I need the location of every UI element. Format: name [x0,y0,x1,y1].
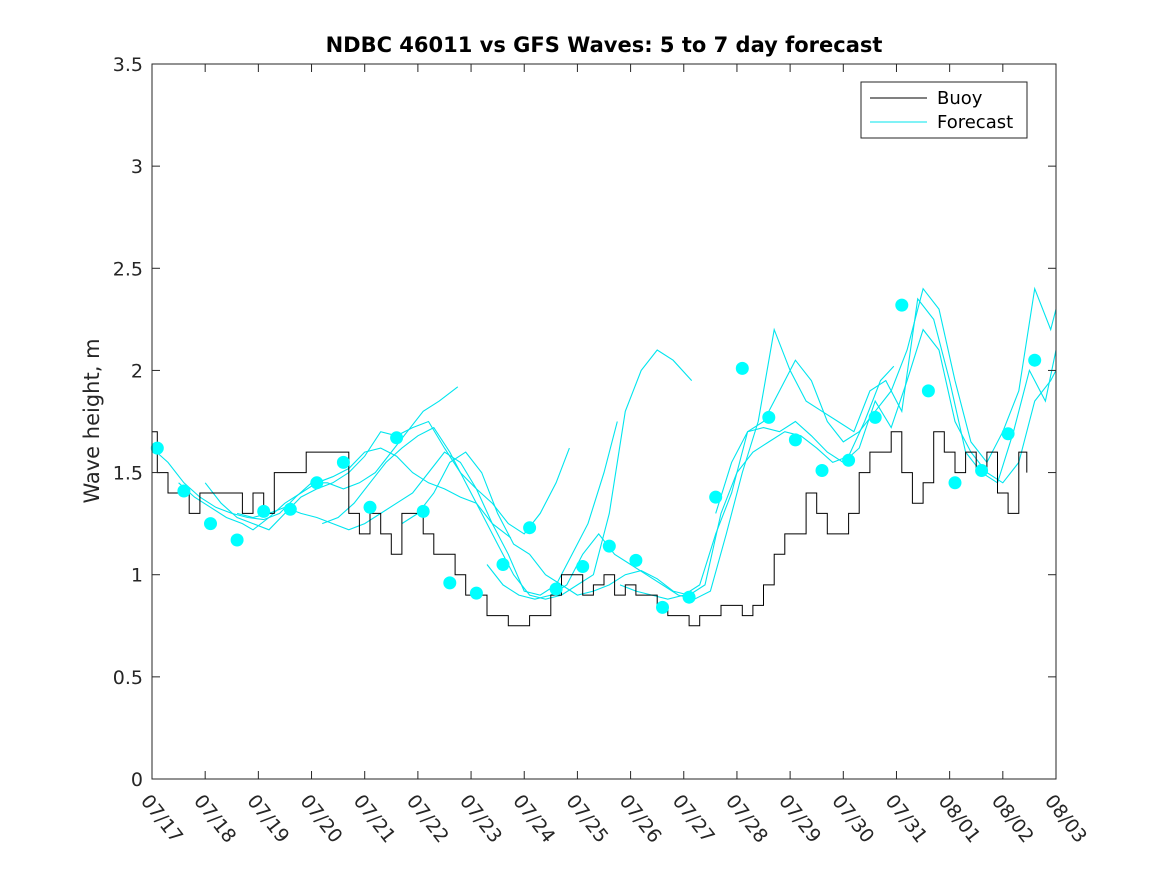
forecast-marker [735,361,749,375]
chart-title: NDBC 46011 vs GFS Waves: 5 to 7 day fore… [326,33,883,57]
x-tick-label: 07/24 [508,791,559,848]
x-tick-label: 08/03 [1040,791,1091,848]
y-tick-label: 0.5 [113,667,143,689]
x-tick-label: 07/25 [561,791,612,848]
forecast-marker [762,410,776,424]
forecast-marker [1028,353,1042,367]
forecast-marker [443,576,457,590]
y-tick-label: 1 [131,565,143,587]
forecast-marker [656,600,669,614]
forecast-marker [576,560,590,573]
forecast-marker [709,490,723,504]
forecast-run-line [178,447,512,539]
forecast-marker [948,476,962,490]
forecast-marker [1001,427,1015,441]
x-tick-label: 07/18 [189,791,240,848]
x-tick-label: 07/22 [402,791,453,848]
x-tick-label: 07/26 [615,791,666,848]
x-tick-label: 07/31 [881,791,932,848]
x-tick-label: 08/02 [987,791,1038,848]
legend-box [860,81,1028,139]
y-tick-label: 0 [131,769,143,791]
forecast-marker [629,553,643,567]
forecast-marker [150,441,164,455]
x-tick-label: 07/29 [774,791,825,848]
forecast-marker [549,582,563,596]
forecast-marker [469,586,483,600]
y-tick-label: 2 [131,360,143,382]
forecast-marker [177,484,191,498]
plot-frame [151,63,1057,780]
forecast-marker [204,517,217,531]
forecast-marker [230,533,244,547]
x-tick-label: 07/19 [242,791,293,848]
x-tick-label: 07/17 [136,791,187,848]
buoy-line [152,431,1028,627]
y-tick-label: 3.5 [113,54,143,76]
forecast-marker [682,590,696,604]
x-tick-label: 08/01 [934,791,985,848]
forecast-marker [788,433,802,447]
y-tick-label: 3 [131,156,143,178]
forecast-run-line [401,365,895,596]
forecast-marker [257,504,271,518]
forecast-marker [310,476,324,490]
forecast-marker [336,455,350,469]
forecast-markers [150,298,1042,614]
forecast-marker [921,384,935,398]
x-tick-label: 07/20 [296,791,347,848]
y-axis-label: Wave height, m [80,338,104,503]
x-tick-label: 07/23 [455,791,506,848]
legend: Buoy Forecast [860,81,1028,139]
forecast-marker [363,500,377,514]
x-tick-label: 07/30 [827,791,878,848]
forecast-marker [975,464,989,477]
forecast-marker [416,504,430,518]
forecast-marker [496,558,510,571]
forecast-run-line [715,328,1057,514]
forecast-marker [842,453,856,467]
forecast-marker [895,298,909,312]
forecast-marker [815,464,829,477]
forecast-marker [602,539,616,553]
x-tick-label: 07/28 [721,791,772,848]
plot-area [152,64,1056,779]
forecast-marker [390,431,404,445]
x-tick-label: 07/27 [668,791,719,848]
forecast-marker [868,410,882,424]
legend-forecast-label: Forecast [937,112,1013,133]
x-tick-label: 07/21 [349,791,400,848]
forecast-run-line [151,386,459,521]
forecast-marker [283,502,297,516]
buoy-series-line [152,431,1028,627]
forecast-run-line [204,420,570,535]
legend-buoy-label: Buoy [937,88,983,109]
forecast-marker [523,521,537,535]
y-tick-label: 2.5 [113,258,143,280]
y-axis: 0 0.5 1 1.5 2 2.5 3 3.5 [113,54,1056,791]
y-tick-label: 1.5 [113,463,143,485]
